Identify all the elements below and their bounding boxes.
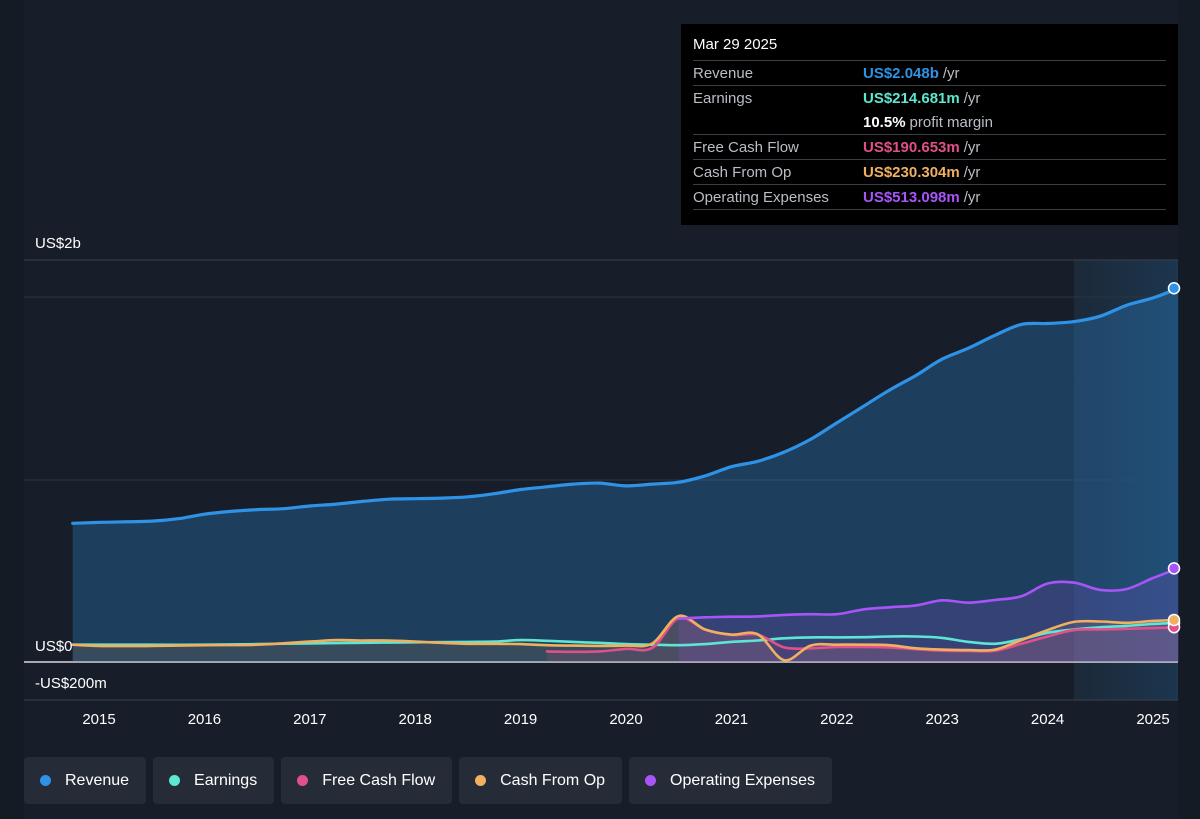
free-cash-flow-area: [547, 617, 1179, 662]
series-endpoints: [1167, 281, 1181, 634]
tooltip-row-label: Operating Expenses: [693, 188, 829, 206]
revenue-endpoint: [1167, 281, 1181, 295]
gridlines: [24, 259, 1178, 701]
y-tick-label: US$2b: [35, 235, 81, 252]
x-tick-label: 2019: [504, 711, 537, 728]
chart-legend: Revenue Earnings Free Cash Flow Cash From O…: [24, 757, 833, 804]
x-tick-label: 2016: [188, 711, 221, 728]
tooltip-row-unit: profit margin: [909, 113, 993, 131]
tooltip-panel: Mar 29 2025 Revenue US$2.048b/yr Earnings U…: [681, 24, 1178, 225]
tooltip-row-label: Earnings: [693, 89, 753, 107]
tooltip-row: Revenue US$2.048b/yr: [693, 60, 1166, 85]
legend-dot-icon: [40, 775, 51, 786]
tooltip-row-value: US$230.304m: [863, 163, 960, 181]
x-tick-label: 2025: [1136, 711, 1169, 728]
cash-from-op-line: [71, 614, 1180, 662]
tooltip-row-label: Cash From Op: [693, 163, 792, 181]
legend-dot-icon: [645, 775, 657, 786]
tooltip-row-value: US$190.653m: [863, 138, 960, 156]
x-tick-label: 2017: [293, 711, 326, 728]
tooltip-row: 10.5% profit margin: [693, 110, 1166, 134]
legend-dot-icon: [297, 775, 309, 786]
tooltip-date: Mar 29 2025: [693, 36, 778, 53]
legend-item-label: Operating Expenses: [670, 771, 816, 789]
tooltip-row-unit: /yr: [963, 163, 981, 181]
y-axis-labels: US$2b US$0 -US$200m: [35, 235, 107, 692]
cash-from-op-area: [72, 615, 1179, 662]
x-tick-label: 2021: [715, 711, 748, 728]
tooltip-row-unit: /yr: [963, 138, 981, 156]
tooltip-row: Earnings US$214.681m/yr: [693, 85, 1166, 110]
x-tick-label: 2020: [609, 711, 642, 728]
legend-item-label: Free Cash Flow: [322, 771, 436, 789]
operating-expenses-line: [677, 567, 1180, 620]
revenue-area: [72, 288, 1179, 662]
x-tick-label: 2024: [1031, 711, 1064, 728]
tooltip-row-value: US$513.098m: [863, 188, 960, 206]
tooltip-row-unit: /yr: [963, 89, 981, 107]
tooltip-row: Cash From Op US$230.304m/yr: [693, 159, 1166, 184]
legend-item-label: Revenue: [65, 771, 130, 789]
legend-item-cash-from-op[interactable]: Cash From Op: [459, 757, 623, 804]
tooltip-row-label: Revenue: [693, 64, 754, 82]
legend-item-earnings[interactable]: Earnings: [153, 757, 275, 804]
y-tick-label: -US$200m: [35, 675, 107, 692]
legend-item-label: Earnings: [194, 771, 258, 789]
tooltip-row: Operating Expenses US$513.098m/yr: [693, 184, 1166, 210]
x-axis-labels: 2015 2016 2017 2018 2019 2020 2021 2022 2023 2024…: [82, 711, 1169, 728]
revenue-line: [71, 286, 1180, 525]
tooltip-row-unit: /yr: [963, 188, 981, 206]
x-tick-label: 2015: [82, 711, 115, 728]
x-tick-label: 2023: [926, 711, 959, 728]
free-cash-flow-line: [545, 616, 1180, 654]
operating-expenses-endpoint: [1167, 562, 1181, 575]
cash-from-op-endpoint: [1167, 613, 1181, 627]
tooltip-rows: Revenue US$2.048b/yr Earnings US$214.681m/y…: [693, 60, 1166, 210]
legend-item-revenue[interactable]: Revenue: [24, 757, 147, 804]
y-tick-label: US$0: [35, 638, 73, 655]
legend-dot-icon: [475, 775, 487, 786]
tooltip-row-value: 10.5%: [863, 113, 906, 131]
tooltip-row-label: Free Cash Flow: [693, 138, 799, 156]
tooltip-row-value: US$214.681m: [863, 89, 960, 107]
x-tick-label: 2018: [399, 711, 432, 728]
tooltip-row-unit: /yr: [942, 64, 960, 82]
legend-item-free-cash-flow[interactable]: Free Cash Flow: [281, 757, 453, 804]
legend-dot-icon: [169, 775, 181, 786]
x-tick-label: 2022: [820, 711, 853, 728]
tooltip-row-value: US$2.048b: [863, 64, 939, 82]
tooltip-row: Free Cash Flow US$190.653m/yr: [693, 134, 1166, 159]
legend-item-label: Cash From Op: [500, 771, 606, 789]
legend-item-operating-expenses[interactable]: Operating Expenses: [629, 757, 833, 804]
series-lines: [71, 286, 1180, 662]
